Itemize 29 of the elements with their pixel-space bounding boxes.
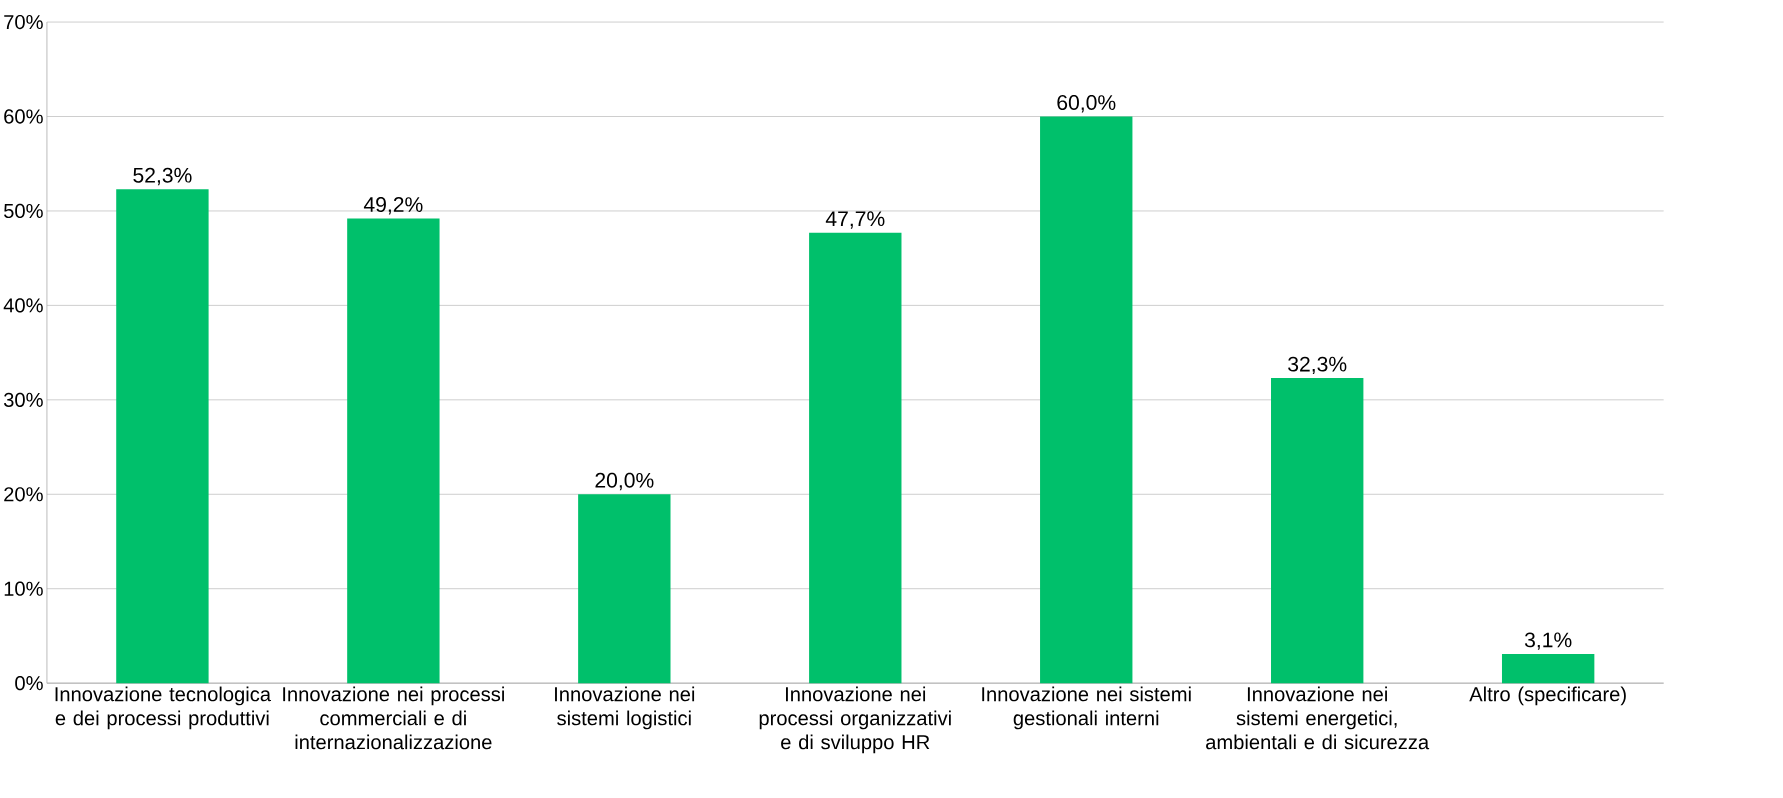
bar	[1040, 116, 1133, 684]
data-label: 49,2%	[363, 196, 423, 215]
y-tick-label: 30%	[3, 392, 43, 407]
data-label: 47,7%	[825, 211, 885, 229]
data-label: 52,3%	[133, 167, 192, 186]
y-tick-label: 50%	[4, 203, 43, 218]
y-tick-label: 70%	[4, 14, 43, 30]
data-label: 60,0%	[1057, 94, 1116, 113]
x-tick-label: Altro (specificare)	[1469, 686, 1626, 706]
x-tick-label: Innovazione nei sistemi logistici	[555, 686, 695, 730]
y-tick-label: 10%	[4, 581, 43, 596]
bar	[116, 189, 209, 684]
y-tick-label: 20%	[4, 487, 43, 502]
bar	[1501, 653, 1595, 684]
x-tick-label: Innovazione nei processi commerciali e di internazionalizzazione	[283, 686, 504, 750]
x-tick-label: Innovazione nei sistemi energetici, ambientali e di sicurezza	[1206, 686, 1430, 750]
bar	[809, 232, 902, 684]
x-tick-label: Innovazione nei processi organizzativi e di sviluppo HR	[759, 686, 951, 754]
y-tick-label: 60%	[4, 109, 43, 124]
bar	[1271, 377, 1364, 684]
y-tick-label: 0%	[15, 675, 43, 691]
y-tick-label: 40%	[3, 298, 43, 313]
data-label: 32,3%	[1288, 356, 1347, 374]
bar	[578, 494, 671, 684]
bar	[347, 218, 440, 684]
data-label: 3,1%	[1524, 632, 1572, 650]
x-tick-label: Innovazione tecnologica e dei processi produttivi	[55, 686, 272, 730]
x-tick-label: Innovazione nei sistemi gestionali interni	[982, 686, 1191, 730]
data-label: 20,0%	[595, 472, 654, 491]
